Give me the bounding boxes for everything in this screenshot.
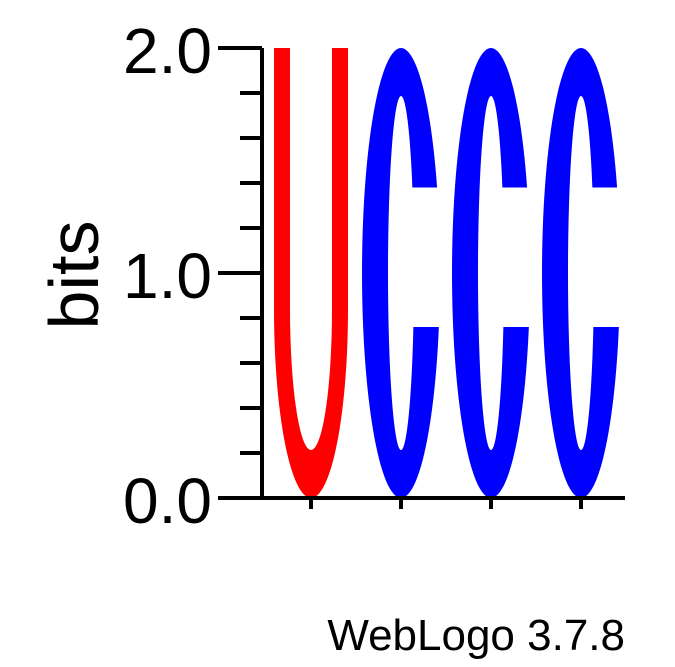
logo-letter-u <box>274 48 348 498</box>
y-axis-label: bits <box>35 221 113 330</box>
footer-credit: WebLogo 3.7.8 <box>327 611 625 660</box>
y-tick-label: 1.0 <box>123 240 212 312</box>
letter-stacks <box>274 48 632 498</box>
y-tick-label: 0.0 <box>123 465 212 537</box>
logo-letter-c <box>362 48 452 498</box>
logo-letter-c <box>542 48 632 498</box>
y-tick-label: 2.0 <box>123 15 212 87</box>
logo-letter-c <box>452 48 542 498</box>
axes: 0.0 1.0 2.0 <box>123 15 625 537</box>
